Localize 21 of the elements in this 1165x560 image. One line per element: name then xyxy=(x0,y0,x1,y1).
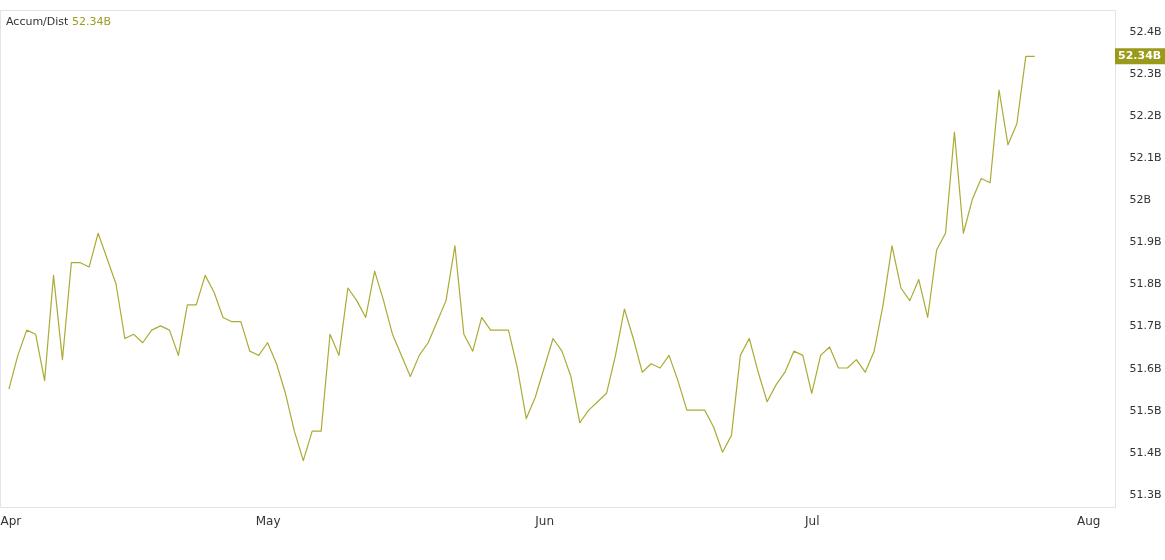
y-tick-label: 51.3B xyxy=(1129,487,1162,501)
x-tick-label: Jul xyxy=(803,513,820,528)
x-tick-label: Aug xyxy=(1077,513,1101,528)
y-tick-label: 52.1B xyxy=(1129,150,1162,164)
line-series xyxy=(8,55,1036,462)
y-tick-label: 51.6B xyxy=(1129,361,1162,375)
y-tick-label: 52.2B xyxy=(1129,108,1162,122)
y-tick-label: 52.3B xyxy=(1129,66,1162,80)
text: Accum/Dist xyxy=(6,15,70,28)
x-tick-label: Jun xyxy=(534,513,554,528)
text: 52.34B xyxy=(1118,49,1162,63)
x-tick-label: May xyxy=(255,513,281,528)
y-tick-label: 51.8B xyxy=(1129,277,1162,291)
y-tick-label: 52B xyxy=(1129,193,1152,207)
y-tick-label: 51.9B xyxy=(1129,235,1162,249)
y-tick-label: 52.4B xyxy=(1129,24,1162,38)
x-tick-label: Apr xyxy=(0,513,22,528)
y-tick-label: 51.5B xyxy=(1129,403,1162,417)
y-tick-label: 51.4B xyxy=(1129,445,1162,459)
y-tick-label: 51.7B xyxy=(1129,319,1162,333)
annotation: 52.34B xyxy=(72,15,112,28)
